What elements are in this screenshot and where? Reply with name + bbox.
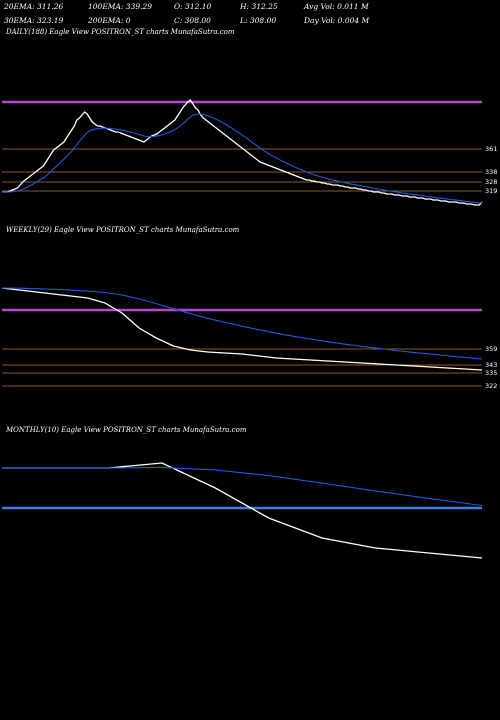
level-label-1: 338 (485, 168, 497, 176)
open-stat: O: 312.10 (174, 2, 212, 11)
ema100-stat: 100EMA: 339.29 (88, 2, 153, 11)
ema30-stat: 30EMA: 323.19 (4, 16, 64, 25)
price-line (2, 99, 483, 206)
level-label-2: 335 (485, 369, 497, 377)
ema200-stat: 200EMA: 0 (88, 16, 131, 25)
monthly-chart-title: MONTHLY(10) Eagle View POSITRON_ST chart… (6, 426, 247, 434)
level-label-0: 361 (485, 145, 497, 153)
close-stat: C: 308.00 (174, 16, 211, 25)
ema-line (1, 287, 483, 360)
avg-vol-stat: Avg Vol: 0.011 M (304, 2, 369, 11)
ema20-stat: 20EMA: 311.26 (4, 2, 64, 11)
price-line (2, 462, 483, 559)
low-stat: L: 308.00 (240, 16, 277, 25)
level-label-1: 343 (485, 361, 497, 369)
monthly-chart (2, 462, 483, 559)
level-label-2: 328 (485, 178, 497, 186)
level-label-3: 319 (485, 187, 497, 195)
ema-line (2, 113, 483, 204)
ema-line (2, 466, 483, 507)
price-line (1, 287, 483, 371)
level-label-3: 322 (485, 382, 497, 390)
stats-header: 20EMA: 311.26 100EMA: 339.29 O: 312.10 H… (4, 1, 496, 31)
high-stat: H: 312.25 (240, 2, 278, 11)
daily-chart-title: DAILY(188) Eagle View POSITRON_ST charts… (6, 28, 235, 36)
day-vol-stat: Day Vol: 0.004 M (304, 16, 370, 25)
level-label-0: 359 (485, 345, 497, 353)
weekly-chart-title: WEEKLY(29) Eagle View POSITRON_ST charts… (6, 226, 240, 234)
